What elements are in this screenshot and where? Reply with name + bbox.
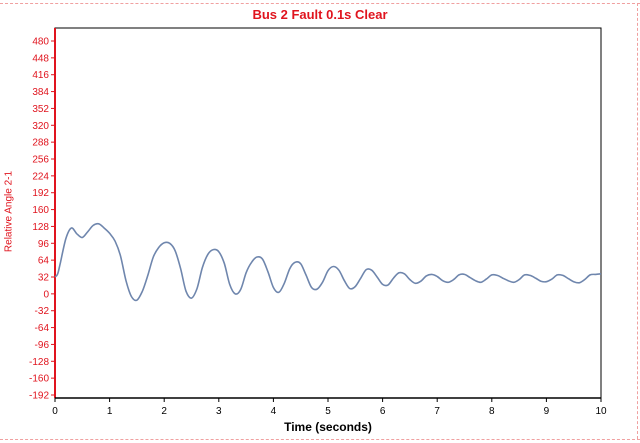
y-tick-label: -32 (35, 306, 50, 317)
series-layer (54, 222, 602, 302)
y-tick-label: 288 (32, 138, 49, 149)
x-tick-label: 8 (489, 406, 495, 417)
x-tick-label: 1 (107, 406, 113, 417)
y-tick-label: 256 (32, 155, 49, 166)
page-border-right (637, 3, 638, 439)
y-tick-label: 0 (43, 289, 49, 300)
y-ticks: 4804484163843523202882562241921601289664… (29, 37, 55, 402)
x-tick-label: 2 (161, 406, 167, 417)
y-tick-label: 224 (32, 171, 49, 182)
y-tick-label: -160 (29, 374, 49, 385)
x-axis-title: Time (seconds) (284, 420, 372, 434)
y-tick-label: 32 (38, 273, 50, 284)
x-tick-label: 6 (380, 406, 386, 417)
y-tick-label: 480 (32, 37, 49, 48)
series-line-0 (54, 222, 602, 302)
x-tick-label: 7 (434, 406, 440, 417)
y-tick-label: 64 (38, 256, 50, 267)
y-tick-label: 416 (32, 70, 49, 81)
y-tick-label: 128 (32, 222, 49, 233)
plot-area (54, 27, 602, 399)
y-tick-label: -128 (29, 357, 49, 368)
x-tick-label: 0 (52, 406, 58, 417)
page-border-top (0, 3, 640, 4)
y-tick-label: -96 (35, 340, 50, 351)
y-tick-label: 96 (38, 239, 50, 250)
y-tick-label: 384 (32, 87, 49, 98)
y-tick-label: 160 (32, 205, 49, 216)
y-tick-label: -64 (35, 323, 50, 334)
y-tick-label: -192 (29, 391, 49, 402)
x-tick-label: 3 (216, 406, 222, 417)
y-tick-label: 352 (32, 104, 49, 115)
page-border-bottom (0, 439, 640, 440)
x-tick-label: 4 (271, 406, 277, 417)
y-tick-label: 320 (32, 121, 49, 132)
x-tick-label: 5 (325, 406, 331, 417)
y-tick-label: 192 (32, 188, 49, 199)
y-tick-label: 448 (32, 53, 49, 64)
x-tick-label: 10 (595, 406, 607, 417)
chart-title: Bus 2 Fault 0.1s Clear (252, 7, 388, 22)
x-ticks: 0 1 2 3 4 5 6 7 8 9 10 (52, 398, 607, 417)
x-tick-label: 9 (544, 406, 550, 417)
